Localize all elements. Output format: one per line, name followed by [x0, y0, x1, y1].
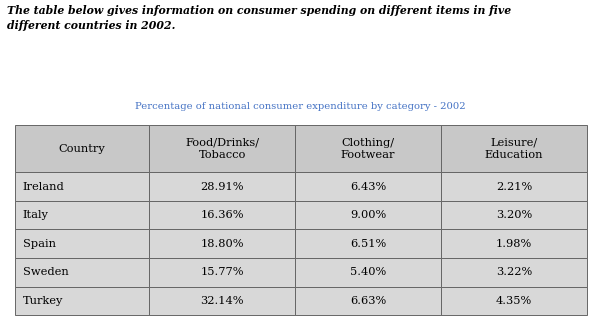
- Bar: [15, 229, 149, 258]
- Text: Sweden: Sweden: [23, 267, 68, 277]
- Text: Clothing/
Footwear: Clothing/ Footwear: [341, 138, 395, 160]
- Text: 9.00%: 9.00%: [350, 210, 386, 220]
- Text: 32.14%: 32.14%: [200, 296, 244, 306]
- Bar: [441, 201, 587, 229]
- Bar: [15, 172, 149, 201]
- Bar: [15, 258, 149, 287]
- Text: Turkey: Turkey: [23, 296, 63, 306]
- Bar: [149, 229, 295, 258]
- Text: Percentage of national consumer expenditure by category - 2002: Percentage of national consumer expendit…: [134, 102, 466, 111]
- Bar: [295, 287, 441, 315]
- Text: Country: Country: [59, 144, 106, 154]
- Text: 28.91%: 28.91%: [200, 182, 244, 192]
- Text: 4.35%: 4.35%: [496, 296, 532, 306]
- Text: 5.40%: 5.40%: [350, 267, 386, 277]
- Text: 2.21%: 2.21%: [496, 182, 532, 192]
- Bar: [295, 172, 441, 201]
- Text: 15.77%: 15.77%: [200, 267, 244, 277]
- Text: 16.36%: 16.36%: [200, 210, 244, 220]
- Text: Food/Drinks/
Tobacco: Food/Drinks/ Tobacco: [185, 138, 259, 160]
- Bar: [295, 201, 441, 229]
- Text: 3.22%: 3.22%: [496, 267, 532, 277]
- Bar: [149, 287, 295, 315]
- Bar: [149, 172, 295, 201]
- Text: Spain: Spain: [23, 239, 56, 249]
- Bar: [15, 287, 149, 315]
- Bar: [295, 125, 441, 172]
- Bar: [149, 125, 295, 172]
- Text: The table below gives information on consumer spending on different items in fiv: The table below gives information on con…: [7, 5, 511, 31]
- Bar: [295, 258, 441, 287]
- Text: 3.20%: 3.20%: [496, 210, 532, 220]
- Text: 6.51%: 6.51%: [350, 239, 386, 249]
- Text: Italy: Italy: [23, 210, 49, 220]
- Text: 6.43%: 6.43%: [350, 182, 386, 192]
- Bar: [149, 201, 295, 229]
- Bar: [15, 201, 149, 229]
- Text: 1.98%: 1.98%: [496, 239, 532, 249]
- Bar: [295, 229, 441, 258]
- Bar: [15, 125, 149, 172]
- Text: 6.63%: 6.63%: [350, 296, 386, 306]
- Text: 18.80%: 18.80%: [200, 239, 244, 249]
- Text: Ireland: Ireland: [23, 182, 65, 192]
- Text: Leisure/
Education: Leisure/ Education: [485, 138, 543, 160]
- Bar: [441, 125, 587, 172]
- Bar: [441, 229, 587, 258]
- Bar: [441, 287, 587, 315]
- Bar: [149, 258, 295, 287]
- Bar: [441, 258, 587, 287]
- Bar: [441, 172, 587, 201]
